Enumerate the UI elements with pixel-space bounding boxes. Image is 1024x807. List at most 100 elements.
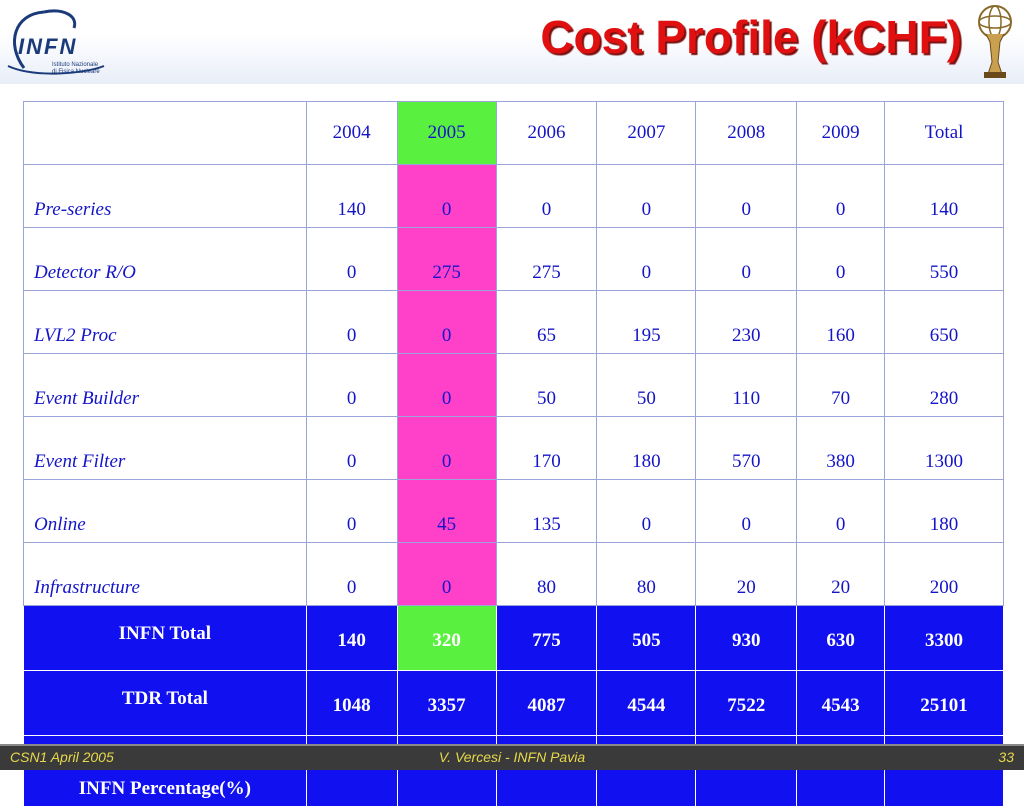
table-cell: 50	[596, 353, 697, 417]
table-cell: 0	[695, 227, 798, 291]
table-cell: 160	[796, 290, 886, 354]
footer-bar: CSN1 April 2005 V. Vercesi - INFN Pavia …	[0, 744, 1024, 770]
table-cell: 140	[884, 164, 1004, 228]
table-cell: 0	[796, 164, 886, 228]
totals-cell: 4087	[495, 670, 598, 736]
table-cell: 0	[695, 479, 798, 543]
table-cell: 0	[495, 164, 598, 228]
totals-cell: 4543	[796, 670, 886, 736]
footer-left: CSN1 April 2005	[10, 749, 114, 765]
logo-subtitle: Istituto Nazionale di Fisica Nucleare	[52, 62, 100, 76]
logo-text: INFN	[18, 34, 78, 59]
row-label: Event Builder	[23, 353, 307, 417]
row-label: Online	[23, 479, 307, 543]
table-row: Event Filter 0 0 170 180 570 380 1300	[23, 416, 1004, 480]
table-header-row: 2004 2005 2006 2007 2008 2009 Total	[23, 101, 1004, 165]
table-cell: 180	[884, 479, 1004, 543]
column-header-2008: 2008	[695, 101, 798, 165]
table-cell: 230	[695, 290, 798, 354]
table-cell: 570	[695, 416, 798, 480]
table-cell: 0	[305, 227, 398, 291]
column-header-2009: 2009	[796, 101, 886, 165]
table-cell: 0	[796, 227, 886, 291]
table-cell: 550	[884, 227, 1004, 291]
footer-page-number: 33	[998, 749, 1014, 765]
table-cell: 0	[396, 164, 497, 228]
header-band	[0, 0, 1024, 84]
atlas-statue-icon	[972, 2, 1018, 80]
table-cell: 0	[396, 353, 497, 417]
table-cell: 0	[305, 290, 398, 354]
row-label: Detector R/O	[23, 227, 307, 291]
table-row: Infrastructure 0 0 80 80 20 20 200	[23, 542, 1004, 606]
table-cell: 0	[396, 542, 497, 606]
totals-cell: 630	[796, 605, 886, 671]
totals-cell: 775	[495, 605, 598, 671]
table-cell: 0	[596, 164, 697, 228]
totals-cell: 25101	[884, 670, 1004, 736]
table-cell: 650	[884, 290, 1004, 354]
totals-cell: 140	[305, 605, 398, 671]
table-cell: 45	[396, 479, 497, 543]
table-cell: 0	[305, 542, 398, 606]
totals-cell: 3357	[396, 670, 497, 736]
totals-label: TDR Total	[23, 670, 307, 736]
row-label: Pre-series	[23, 164, 307, 228]
column-header-2007: 2007	[596, 101, 697, 165]
table-cell: 0	[305, 416, 398, 480]
header-empty-cell	[23, 101, 307, 165]
totals-cell: 3300	[884, 605, 1004, 671]
page-title: Cost Profile (kCHF)	[540, 11, 962, 63]
table-row: Online 0 45 135 0 0 0 180	[23, 479, 1004, 543]
row-label: Infrastructure	[23, 542, 307, 606]
totals-label: INFN Total	[23, 605, 307, 671]
table-cell: 0	[596, 479, 697, 543]
totals-row: INFN Total 140 320 775 505 930 630 3300	[23, 605, 1004, 671]
totals-cell: 930	[695, 605, 798, 671]
table-cell: 20	[695, 542, 798, 606]
cost-table: 2004 2005 2006 2007 2008 2009 Total Pre-series 1…	[23, 101, 1004, 807]
footer-center: V. Vercesi - INFN Pavia	[438, 749, 586, 765]
table-cell: 1300	[884, 416, 1004, 480]
table-cell: 0	[305, 353, 398, 417]
table-cell: 70	[796, 353, 886, 417]
column-header-total: Total	[884, 101, 1004, 165]
totals-cell: 505	[596, 605, 697, 671]
row-label: LVL2 Proc	[23, 290, 307, 354]
column-header-2005: 2005	[396, 101, 497, 165]
logo-subtitle-line1: Istituto Nazionale	[52, 62, 99, 68]
table-cell: 280	[884, 353, 1004, 417]
table-cell: 110	[695, 353, 798, 417]
table-cell: 195	[596, 290, 697, 354]
table-cell: 20	[796, 542, 886, 606]
column-header-2004: 2004	[305, 101, 398, 165]
column-header-2006: 2006	[495, 101, 598, 165]
totals-cell: 1048	[305, 670, 398, 736]
table-cell: 275	[396, 227, 497, 291]
table-cell: 135	[495, 479, 598, 543]
table-cell: 0	[796, 479, 886, 543]
totals-cell: 4544	[596, 670, 697, 736]
table-cell: 0	[596, 227, 697, 291]
table-row: Pre-series 140 0 0 0 0 0 140	[23, 164, 1004, 228]
table-cell: 0	[396, 290, 497, 354]
table-cell: 180	[596, 416, 697, 480]
table-cell: 80	[495, 542, 598, 606]
table-row: Detector R/O 0 275 275 0 0 0 550	[23, 227, 1004, 291]
table-cell: 0	[396, 416, 497, 480]
table-cell: 170	[495, 416, 598, 480]
table-cell: 380	[796, 416, 886, 480]
table-cell: 65	[495, 290, 598, 354]
table-row: Event Builder 0 0 50 50 110 70 280	[23, 353, 1004, 417]
table-cell: 200	[884, 542, 1004, 606]
totals-row: TDR Total 1048 3357 4087 4544 7522 4543 25101	[23, 670, 1004, 736]
totals-cell: 7522	[695, 670, 798, 736]
table-cell: 80	[596, 542, 697, 606]
infn-logo: INFN Istituto Nazionale di Fisica Nuclea…	[4, 4, 114, 76]
totals-cell: 320	[396, 605, 497, 671]
table-cell: 0	[305, 479, 398, 543]
table-cell: 275	[495, 227, 598, 291]
logo-subtitle-line2: di Fisica Nucleare	[52, 69, 100, 75]
table-cell: 0	[695, 164, 798, 228]
row-label: Event Filter	[23, 416, 307, 480]
